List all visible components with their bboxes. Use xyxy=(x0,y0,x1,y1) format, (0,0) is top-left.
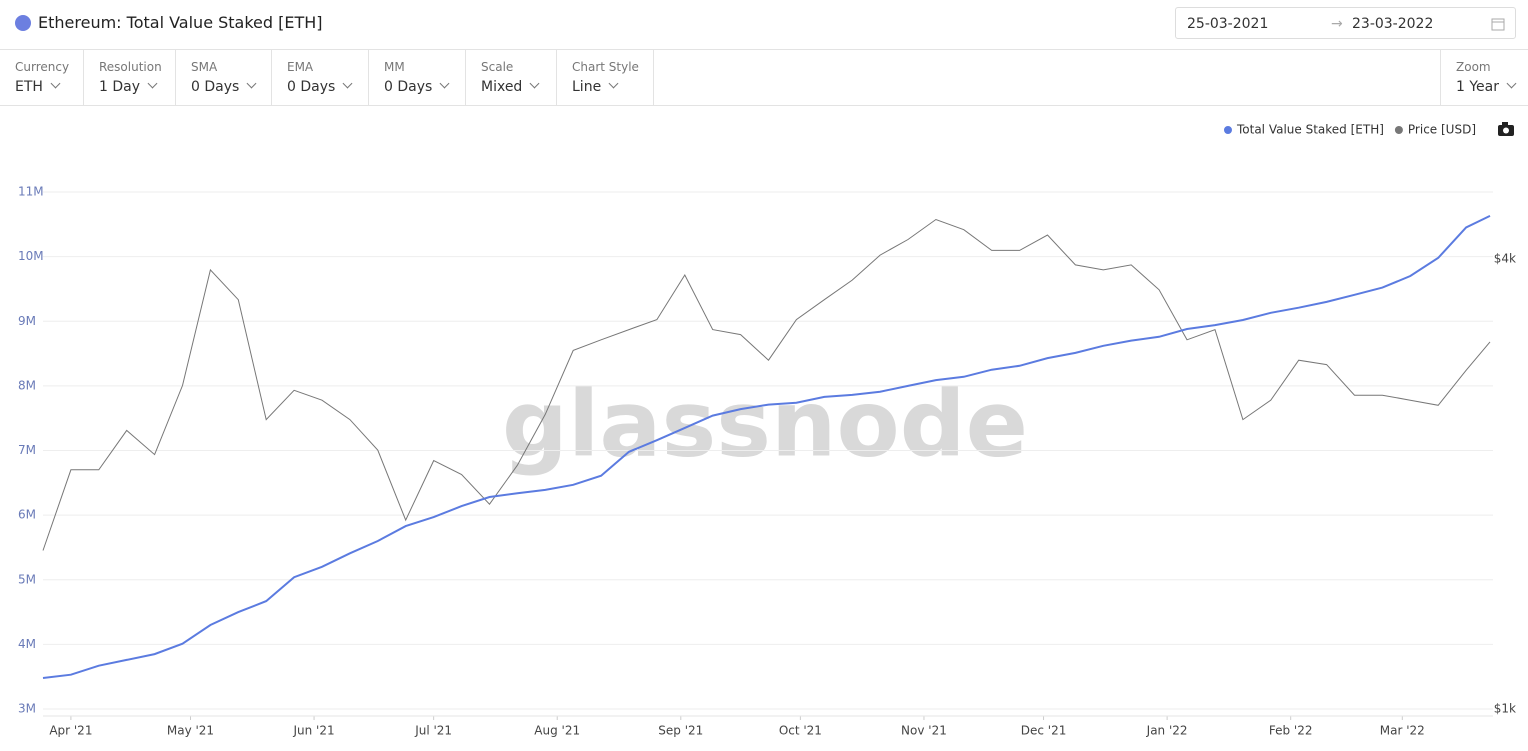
dropdown[interactable]: Zoom 1 Year xyxy=(1440,50,1528,105)
y-tick-label: 8M xyxy=(18,378,36,392)
chevron xyxy=(608,78,619,89)
chart: glassnode 3M 4M 5M 6M 7M 8M 9M 10M 11M $1k $4k Apr '… xyxy=(18,122,1516,738)
y-tick-label: 11M xyxy=(18,185,44,199)
dropdown-value[interactable]: 0 Days xyxy=(191,78,257,95)
y-tick-label: 3M xyxy=(18,702,36,716)
x-tick-label: Feb '22 xyxy=(1269,724,1313,738)
series-line xyxy=(42,215,1491,679)
legend-marker[interactable] xyxy=(1223,126,1232,134)
dropdown-label: MM xyxy=(384,60,405,74)
value-text[interactable]: 0 Days xyxy=(384,79,433,95)
dropdown-label: Chart Style xyxy=(572,60,639,74)
dropdown[interactable]: Currency ETH xyxy=(0,50,84,105)
dropdown-value[interactable]: 1 Day xyxy=(99,78,158,95)
chevron xyxy=(246,78,257,89)
x-tick-label: Mar '22 xyxy=(1380,724,1425,738)
chevron xyxy=(50,78,61,89)
y2-tick-label: $1k xyxy=(1494,702,1516,716)
legend-label[interactable]: Total Value Staked [ETH] xyxy=(1236,123,1384,137)
x-tick-label: Jun '21 xyxy=(292,724,334,738)
dropdown-label: Zoom xyxy=(1456,60,1491,74)
value-text[interactable]: ETH xyxy=(15,79,43,95)
date-to[interactable]: 23-03-2022 xyxy=(1352,16,1434,32)
toolbar: Currency ETH Resolution 1 Day SMA 0 Days EMA 0 … xyxy=(0,50,1528,106)
dropdown-value[interactable]: Line xyxy=(572,78,619,95)
chevron xyxy=(439,78,450,89)
calendar-icon[interactable] xyxy=(1491,17,1505,31)
y-tick-label: 5M xyxy=(18,572,36,586)
date-from[interactable]: 25-03-2021 xyxy=(1187,16,1269,32)
dropdown-label: Resolution xyxy=(99,60,162,74)
dropdown-value[interactable]: 1 Year xyxy=(1456,78,1517,95)
dropdown-value[interactable]: 0 Days xyxy=(384,78,450,95)
y-tick-label: 10M xyxy=(18,249,44,263)
dropdown-value[interactable]: 0 Days xyxy=(287,78,353,95)
x-tick-label: Nov '21 xyxy=(901,724,947,738)
dropdown-label: EMA xyxy=(287,60,314,74)
value-text[interactable]: 0 Days xyxy=(191,79,240,95)
chevron xyxy=(342,78,353,89)
dropdown-label: Currency xyxy=(15,60,70,74)
value-text[interactable]: 1 Day xyxy=(99,79,141,95)
x-tick-label: Jan '22 xyxy=(1146,724,1188,738)
legend-marker[interactable] xyxy=(1394,126,1403,134)
camera-icon[interactable] xyxy=(1498,122,1514,136)
dropdown-label: Scale xyxy=(481,60,514,74)
dropdown[interactable]: MM 0 Days xyxy=(369,50,466,105)
value-text[interactable]: Mixed xyxy=(481,79,523,95)
value-text[interactable]: 0 Days xyxy=(287,79,336,95)
y-tick-label: 9M xyxy=(18,314,36,328)
x-tick-label: Aug '21 xyxy=(534,724,580,738)
value-text[interactable]: 1 Year xyxy=(1456,79,1499,95)
legend-label[interactable]: Price [USD] xyxy=(1408,123,1476,137)
header: Ethereum: Total Value Staked [ETH] 25-03… xyxy=(0,0,1528,50)
x-tick-label: Apr '21 xyxy=(49,724,92,738)
dropdown-value[interactable]: ETH xyxy=(15,78,61,95)
chevron xyxy=(1506,78,1517,89)
value-text[interactable]: Line xyxy=(572,79,602,95)
x-tick-label: Oct '21 xyxy=(779,724,822,738)
eth-icon xyxy=(15,15,31,31)
chevron xyxy=(529,78,540,89)
arrow: → xyxy=(1331,16,1343,32)
chevron xyxy=(147,78,158,89)
y-tick-label: 4M xyxy=(18,637,36,651)
x-tick-label: May '21 xyxy=(167,724,214,738)
dropdown[interactable]: Resolution 1 Day xyxy=(84,50,176,105)
x-tick-label: Jul '21 xyxy=(414,724,452,738)
x-tick-label: Sep '21 xyxy=(658,724,703,738)
date-range[interactable]: 25-03-2021 → 23-03-2022 xyxy=(1175,7,1516,39)
y2-tick-label: $4k xyxy=(1494,252,1516,266)
y-tick-label: 7M xyxy=(18,443,36,457)
watermark: glassnode xyxy=(502,370,1028,477)
y-tick-label: 6M xyxy=(18,508,36,522)
page-title: Ethereum: Total Value Staked [ETH] xyxy=(38,13,323,32)
dropdown[interactable]: Scale Mixed xyxy=(466,50,557,105)
dropdown[interactable]: Chart Style Line xyxy=(557,50,654,105)
x-tick-label: Dec '21 xyxy=(1021,724,1067,738)
dropdown-label: SMA xyxy=(191,60,218,74)
dropdown[interactable]: SMA 0 Days xyxy=(176,50,272,105)
dropdown-value[interactable]: Mixed xyxy=(481,78,540,95)
dropdown[interactable]: EMA 0 Days xyxy=(272,50,369,105)
series-line xyxy=(42,218,1491,551)
